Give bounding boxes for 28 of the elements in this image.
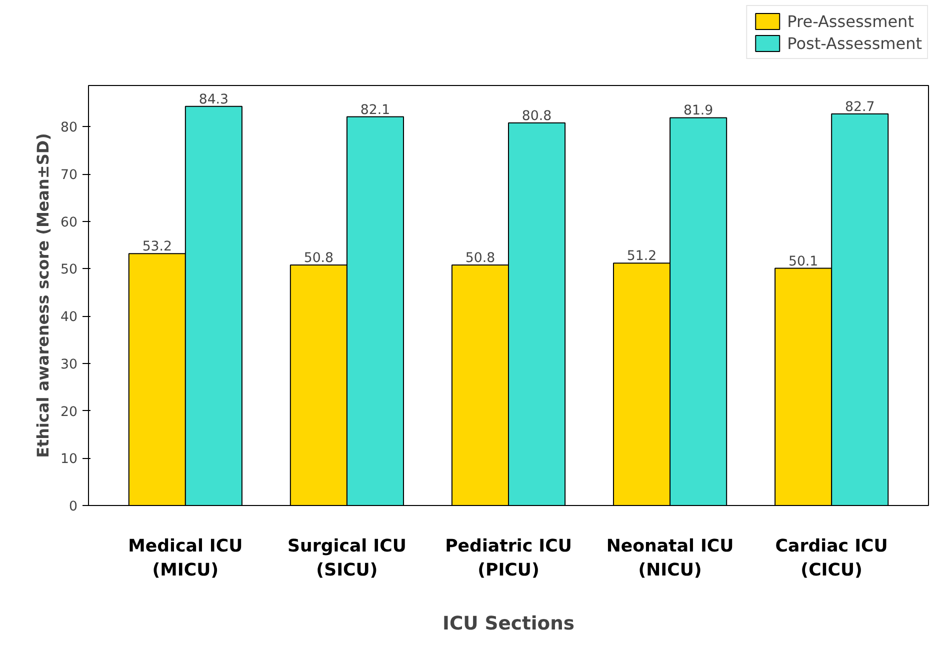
data-label: 50.8 <box>465 250 496 266</box>
data-label: 51.2 <box>626 249 657 264</box>
y-tick-label: 20 <box>60 404 78 420</box>
data-label: 82.1 <box>360 102 390 118</box>
x-tick-label: Cardiac ICU (CICU) <box>775 536 888 580</box>
data-label: 53.2 <box>142 240 172 255</box>
y-tick-label: 30 <box>60 357 78 372</box>
y-tick-label: 70 <box>60 168 78 184</box>
x-tick-label: Surgical ICU (SICU) <box>288 536 406 580</box>
y-tick-label: 80 <box>60 120 78 136</box>
y-tick-label: 0 <box>69 500 78 514</box>
data-label: 81.9 <box>683 104 714 119</box>
data-label: 80.8 <box>522 108 552 124</box>
x-tick-label: Pediatric ICU (PICU) <box>445 536 572 580</box>
x-tick-label: Medical ICU (MICU) <box>128 536 243 580</box>
y-tick-label: 60 <box>60 215 78 230</box>
y-tick-label: 10 <box>60 452 78 468</box>
x-tick-label: Neonatal ICU (NICU) <box>606 536 734 580</box>
legend-label: Pre-Assessment <box>787 12 914 30</box>
y-axis-title: Ethical awareness score (Mean±SD) <box>34 133 53 458</box>
y-tick-label: 50 <box>60 262 78 278</box>
data-label: 50.1 <box>788 254 818 270</box>
x-axis-title: ICU Sections <box>442 614 574 634</box>
legend-label: Post-Assessment <box>787 34 922 52</box>
data-label: 50.8 <box>304 250 334 266</box>
y-tick-label: 40 <box>60 310 78 326</box>
data-label: 84.3 <box>198 92 229 108</box>
data-label: 82.7 <box>845 100 875 115</box>
